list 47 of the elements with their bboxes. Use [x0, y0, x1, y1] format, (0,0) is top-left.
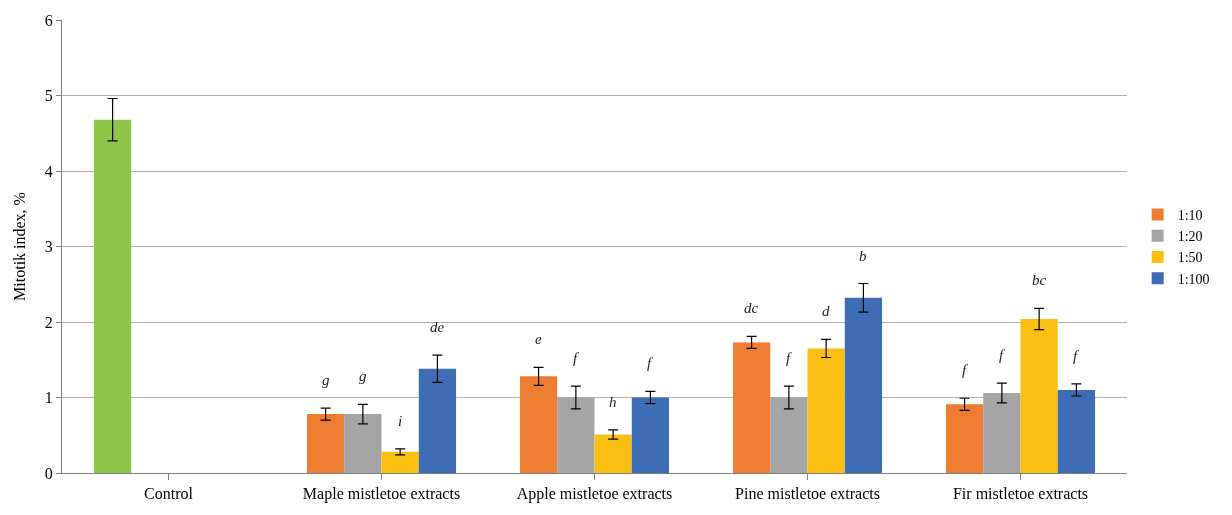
- bar: [418, 368, 457, 473]
- bar: [594, 434, 632, 473]
- legend-label: 1:50: [1177, 250, 1203, 266]
- data-label: g: [322, 372, 330, 388]
- y-tick-label: 6: [44, 11, 53, 29]
- data-label: d: [822, 303, 830, 319]
- x-tick-label: Control: [144, 485, 194, 503]
- bar: [344, 414, 382, 473]
- data-label: b: [859, 248, 867, 264]
- data-label: f: [962, 362, 968, 378]
- data-label: f: [999, 347, 1005, 363]
- data-label: de: [430, 319, 445, 335]
- bar: [631, 397, 670, 473]
- y-tick-label: 4: [44, 162, 53, 180]
- x-tick-label: Maple mistletoe extracts: [302, 485, 461, 504]
- data-label: i: [398, 413, 403, 429]
- x-tick-label: Fir mistletoe extracts: [952, 485, 1089, 503]
- legend-label: 1:100: [1177, 271, 1210, 287]
- bar: [93, 119, 132, 473]
- data-label: h: [609, 394, 617, 410]
- legend-label: 1:20: [1177, 229, 1203, 245]
- x-tick-label: Apple mistletoe extracts: [516, 485, 673, 504]
- bar: [1057, 389, 1096, 473]
- legend-label: 1:10: [1177, 208, 1203, 224]
- y-tick-label: 5: [44, 87, 53, 105]
- bar: [732, 342, 771, 473]
- data-label: f: [786, 350, 792, 366]
- bar: [945, 404, 984, 473]
- data-label: f: [1073, 348, 1079, 364]
- bar: [306, 414, 345, 473]
- data-label: g: [359, 368, 367, 384]
- data-label: f: [647, 355, 653, 371]
- bar: [807, 348, 845, 473]
- y-axis-title: Mitotik index, %: [10, 192, 28, 301]
- bar: [519, 376, 558, 473]
- data-label: e: [535, 331, 542, 347]
- y-tick-label: 2: [44, 313, 53, 331]
- y-tick-label: 1: [44, 389, 53, 407]
- x-tick-label: Pine mistletoe extracts: [735, 485, 880, 503]
- bar: [381, 451, 419, 473]
- y-tick-label: 0: [44, 464, 53, 482]
- bar: [1020, 318, 1058, 473]
- y-tick-label: 3: [44, 238, 53, 256]
- data-label: f: [573, 350, 579, 366]
- data-label: dc: [744, 300, 759, 316]
- bar: [844, 297, 883, 473]
- data-label: bc: [1032, 272, 1047, 288]
